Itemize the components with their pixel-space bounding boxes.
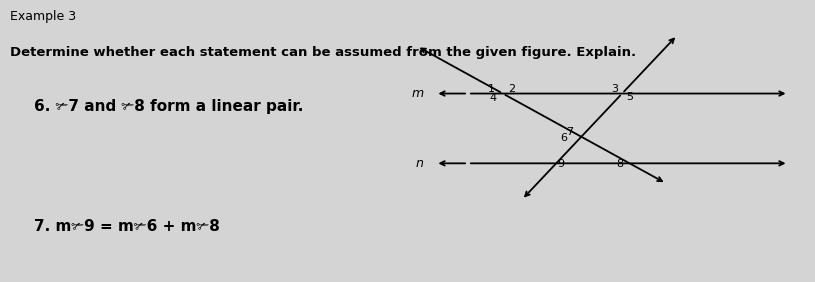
- Text: 7. m✃9 = m✃6 + m✃8: 7. m✃9 = m✃6 + m✃8: [34, 219, 220, 234]
- Text: 1: 1: [487, 84, 495, 94]
- Text: Example 3: Example 3: [10, 10, 76, 23]
- Text: 9: 9: [557, 159, 564, 169]
- Text: 3: 3: [611, 84, 619, 94]
- Text: 6: 6: [560, 133, 567, 143]
- Text: 2: 2: [508, 84, 515, 94]
- Text: 5: 5: [626, 92, 633, 102]
- Text: n: n: [416, 157, 423, 170]
- Text: 7: 7: [566, 127, 573, 137]
- Text: 8: 8: [616, 159, 623, 169]
- Text: Determine whether each statement can be assumed from the given figure. Explain.: Determine whether each statement can be …: [10, 46, 636, 59]
- Text: m: m: [412, 87, 423, 100]
- Text: 4: 4: [489, 92, 496, 103]
- Text: 6. ✃7 and ✃8 form a linear pair.: 6. ✃7 and ✃8 form a linear pair.: [34, 99, 303, 114]
